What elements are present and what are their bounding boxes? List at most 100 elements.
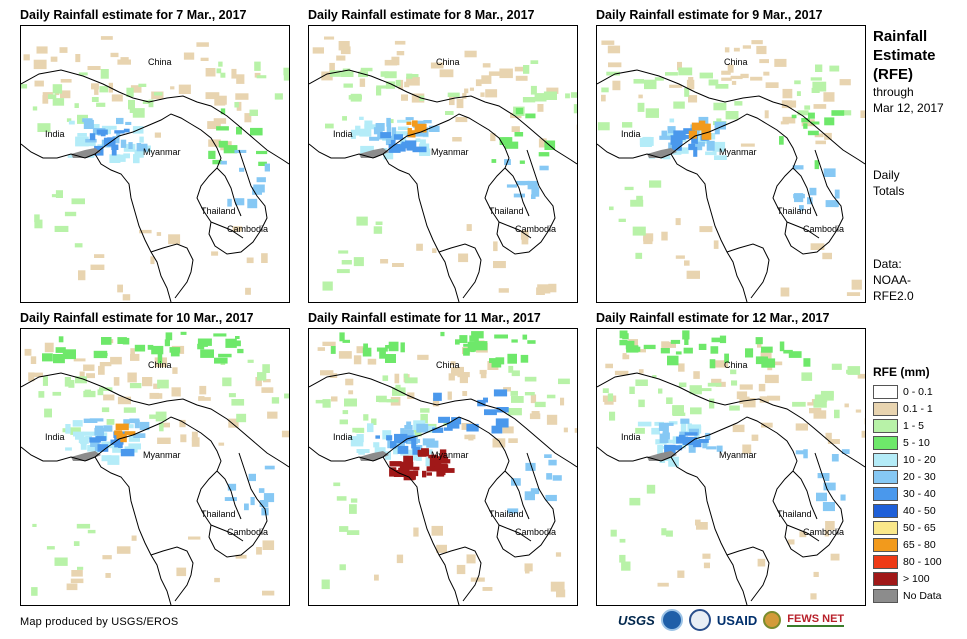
rain-patch-1-5 — [132, 108, 145, 118]
legend-swatch — [873, 537, 898, 552]
rain-patch-30-40 — [493, 389, 508, 397]
rain-patch-5-10 — [42, 353, 53, 362]
rain-patch-light — [205, 68, 216, 77]
rain-patch-10-20 — [385, 451, 391, 460]
rain-patch-light — [59, 47, 68, 53]
rain-patch-1-5 — [342, 116, 347, 121]
rain-patch-30-40 — [95, 436, 107, 442]
rain-patch-1-5 — [622, 122, 633, 128]
rain-patch-light — [538, 138, 547, 148]
rain-patch-5-10 — [220, 108, 226, 115]
rain-patch-30-40 — [412, 146, 427, 153]
rain-patch-over-100 — [426, 472, 432, 476]
rain-patch-light — [329, 62, 335, 73]
rain-patch-light — [228, 418, 239, 428]
rain-patch-light — [431, 525, 443, 536]
rain-patch-1-5 — [21, 84, 28, 89]
map-frame: China India Myanmar Thailand Cambodia — [20, 328, 290, 606]
rain-patch-10-20 — [113, 154, 126, 162]
rain-patch-light — [515, 75, 528, 81]
rain-patch-10-20 — [87, 445, 97, 452]
rain-patch-5-10 — [212, 159, 223, 165]
rain-patch-1-5 — [126, 87, 134, 97]
rain-patch-1-5 — [678, 382, 687, 388]
rain-patch-1-5 — [530, 60, 539, 64]
legend-item: No Data — [873, 587, 942, 604]
rain-patch-1-5 — [420, 408, 430, 413]
rain-patch-5-10 — [388, 341, 399, 352]
rain-patch-1-5 — [336, 269, 350, 274]
fews-seal-icon — [763, 611, 782, 629]
rain-patch-5-10 — [101, 337, 112, 345]
country-border — [210, 524, 244, 542]
rain-patch-light — [111, 94, 123, 102]
rain-patch-1-5 — [353, 257, 364, 267]
rain-patch-1-5 — [339, 526, 349, 532]
rain-patch-10-20 — [415, 138, 421, 143]
rain-patch-light — [86, 373, 95, 379]
rain-patch-1-5 — [701, 388, 712, 392]
rain-patch-30-40 — [97, 444, 109, 452]
rain-patch-5-10 — [761, 346, 773, 353]
rain-patch-light — [657, 582, 669, 587]
place-label-myanmar: Myanmar — [719, 147, 757, 157]
rain-patch-light — [601, 40, 615, 45]
rain-patch-light — [321, 71, 333, 81]
country-border — [210, 221, 244, 239]
country-border — [21, 69, 289, 165]
rain-patch-20-30 — [136, 143, 142, 151]
rain-patch-5-10 — [719, 335, 727, 344]
rain-patch-1-5 — [52, 391, 62, 396]
rain-patch-10-20 — [367, 423, 374, 433]
rain-patch-light — [693, 371, 700, 379]
rain-patch-light — [396, 51, 405, 56]
rain-patch-light — [750, 76, 763, 81]
rain-patch-light — [42, 92, 53, 97]
rain-patch-5-10 — [218, 140, 228, 148]
rain-patch-20-30 — [391, 127, 397, 137]
rain-patch-light — [90, 264, 105, 270]
rain-patch-light — [87, 66, 101, 70]
no-data-area — [71, 451, 101, 461]
rain-patch-light — [574, 428, 577, 433]
rain-patch-20-30 — [248, 473, 256, 482]
rain-patch-light — [79, 371, 85, 382]
rain-patch-1-5 — [256, 75, 267, 79]
rain-patch-5-10 — [208, 150, 216, 159]
rain-patch-5-10 — [117, 337, 127, 344]
rain-patch-30-40 — [388, 144, 401, 153]
rain-patch-10-20 — [134, 149, 144, 158]
map-credit: Map produced by USGS/EROS — [20, 616, 179, 628]
country-border — [726, 243, 770, 299]
rain-patch-1-5 — [148, 99, 154, 108]
legend-item: > 100 — [873, 570, 942, 587]
rain-patch-1-5 — [812, 81, 827, 92]
rain-patch-light — [740, 73, 749, 79]
rain-patch-1-5 — [661, 528, 667, 536]
rain-patch-light — [236, 101, 242, 111]
rain-patch-1-5 — [382, 375, 389, 381]
rain-patch-1-5 — [510, 390, 518, 396]
rain-patch-5-10 — [200, 349, 214, 358]
rain-patch-light — [157, 437, 171, 444]
rain-patch-5-10 — [494, 334, 508, 339]
rain-patch-light — [42, 95, 49, 104]
rain-patch-5-10 — [710, 346, 719, 354]
rain-patch-20-30 — [546, 473, 553, 480]
country-border — [670, 153, 748, 302]
rain-patch-light — [815, 140, 826, 145]
rain-patch-10-20 — [651, 427, 660, 435]
rain-patch-1-5 — [815, 64, 823, 72]
rain-patch-30-40 — [496, 407, 509, 413]
rain-patch-10-20 — [715, 143, 721, 147]
rain-patch-light — [713, 240, 719, 249]
rain-patch-1-5 — [646, 484, 656, 494]
country-border — [726, 546, 770, 602]
rain-patch-light — [462, 93, 467, 99]
sidebar-period: Daily Totals — [873, 167, 904, 199]
rain-patch-20-30 — [252, 187, 262, 195]
rain-patch-10-20 — [680, 423, 687, 432]
rain-patch-1-5 — [713, 102, 727, 111]
rain-patch-5-10 — [169, 347, 181, 353]
rain-patch-light — [492, 438, 506, 448]
